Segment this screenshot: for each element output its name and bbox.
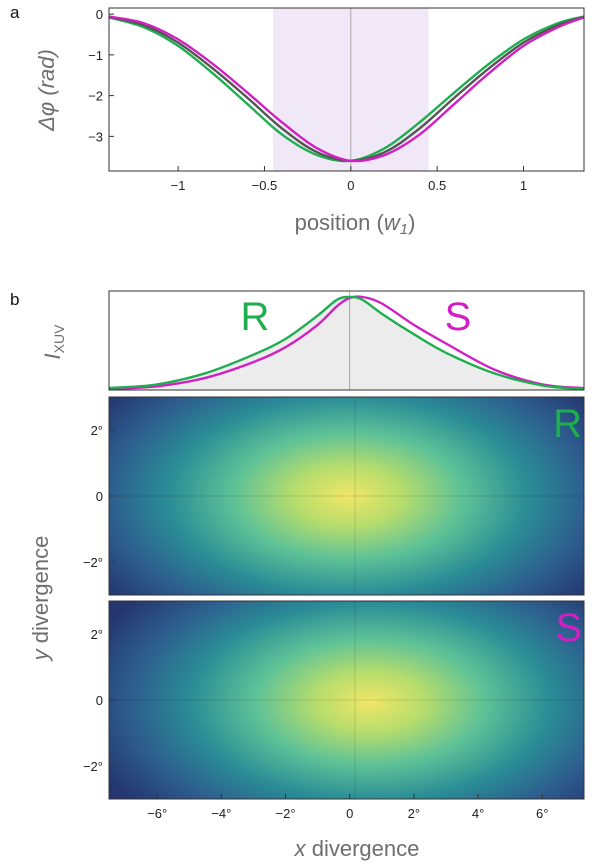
y-tick-label: 2° bbox=[91, 627, 103, 642]
profile-line-R bbox=[108, 295, 585, 391]
panel-label-a: a bbox=[10, 3, 20, 22]
x-tick-label: 0 bbox=[346, 806, 353, 821]
heatmap-R: R 2° 0 −2° bbox=[83, 396, 585, 596]
heatmap-image bbox=[109, 397, 584, 595]
y-divergence-label: y divergence bbox=[28, 536, 53, 663]
x-tick-label: 6° bbox=[536, 806, 548, 821]
heatmap-S: S 2° 0 −2° −6° −4° −2° 0 2° 4° 6° bbox=[83, 600, 585, 821]
x-tick-label: 4° bbox=[472, 806, 484, 821]
x-tick-label: 0 bbox=[347, 178, 354, 193]
y-tick-label: −3 bbox=[88, 129, 103, 144]
profile-frame bbox=[108, 290, 585, 391]
y-tick-label: 0 bbox=[96, 693, 103, 708]
series-label-R: R bbox=[241, 295, 270, 339]
y-tick-label: 2° bbox=[91, 423, 103, 438]
x-tick-label: −4° bbox=[211, 806, 231, 821]
x-divergence-label: x divergence bbox=[294, 836, 420, 861]
y-tick-label: −1 bbox=[88, 48, 103, 63]
phase-line-S bbox=[108, 15, 585, 163]
x-tick-label: 2° bbox=[408, 806, 420, 821]
plot-frame bbox=[108, 7, 585, 172]
y-tick-label: −2 bbox=[88, 89, 103, 104]
y-axis-label-intensity: IXUV bbox=[40, 324, 67, 360]
intensity-profile: R S IXUV bbox=[40, 290, 585, 391]
y-axis-label: Δφ (rad) bbox=[34, 49, 59, 132]
heatmap-image bbox=[109, 601, 584, 799]
x-axis-label: position (w1) bbox=[295, 210, 416, 238]
heatmap-label-R: R bbox=[553, 402, 582, 446]
y-tick-label: 0 bbox=[96, 489, 103, 504]
x-tick-label: −6° bbox=[147, 806, 167, 821]
x-tick-label: 1 bbox=[520, 178, 527, 193]
y-tick-label: −2° bbox=[83, 555, 103, 570]
heatmap-label-S: S bbox=[555, 606, 582, 650]
series-label-S: S bbox=[445, 295, 472, 339]
x-tick-label: 0.5 bbox=[428, 178, 446, 193]
x-tick-label: −0.5 bbox=[252, 178, 278, 193]
phase-plot: −1 −0.5 0 0.5 1 0 −1 −2 −3 Δφ (rad) position (w1… bbox=[34, 7, 585, 238]
x-tick-label: −1 bbox=[171, 178, 186, 193]
x-tick-label: −2° bbox=[276, 806, 296, 821]
panel-label-b: b bbox=[10, 290, 19, 309]
y-tick-label: −2° bbox=[83, 759, 103, 774]
profile-fill bbox=[109, 296, 584, 390]
y-tick-label: 0 bbox=[96, 7, 103, 22]
